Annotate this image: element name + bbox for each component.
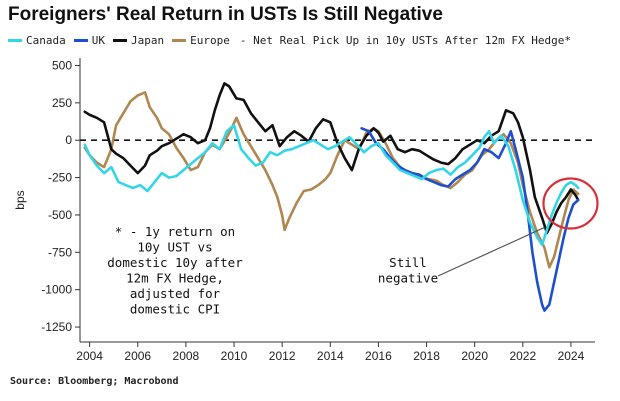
legend-item-canada: Canada [8, 34, 66, 47]
callout-line: Still [389, 255, 427, 270]
source-note: Source: Bloomberg; Macrobond [10, 376, 179, 387]
legend-label-uk: UK [91, 33, 105, 47]
legend-item-uk: UK [73, 33, 105, 47]
callout-line: negative [378, 271, 438, 286]
legend-note: - Net Real Pick Up in 10y USTs After 12m… [239, 33, 572, 47]
series-line-uk [360, 127, 580, 312]
x-tick-label: 2024 [558, 349, 585, 363]
series-line-canada [83, 124, 580, 247]
legend-swatch-japan [113, 38, 127, 42]
highlight-ellipse [542, 177, 599, 230]
footnote-line: domestic CPI [130, 302, 220, 317]
y-tick-label: 0 [65, 133, 72, 147]
legend-swatch-europe [172, 38, 187, 42]
callout-pointer [437, 226, 545, 277]
chart-area: 500 250 0 -250 -500 -750 -1000 -1250 2004 2006 200… [13, 58, 599, 363]
y-tick-label: -750 [48, 245, 72, 259]
legend-swatch-canada [8, 38, 22, 42]
legend-label-europe: Europe [190, 33, 230, 47]
y-tick-label: -250 [48, 171, 72, 185]
x-tick-label: 2022 [509, 349, 536, 363]
chart-title: Foreigners' Real Return in USTs Is Still… [8, 4, 443, 25]
legend-swatch-uk [73, 38, 88, 42]
footnote-line: * - 1y return on [115, 224, 235, 239]
series-line-japan [83, 82, 580, 235]
y-tick-label: -500 [48, 208, 72, 222]
chart-legend: Canada UK Japan Europe - Net Real Pick U… [8, 32, 571, 48]
x-tick-label: 2010 [221, 349, 248, 363]
footnote-line: adjusted for [130, 286, 221, 301]
legend-label-japan: Japan [131, 33, 165, 47]
y-tick-label: 500 [52, 58, 72, 72]
x-tick-label: 2004 [76, 349, 103, 363]
legend-label-canada: Canada [26, 33, 66, 47]
legend-item-japan: Japan [113, 34, 164, 47]
y-tick-label: 250 [52, 96, 72, 110]
footnote-line: 10y UST vs [137, 240, 212, 255]
x-tick-label: 2018 [413, 349, 440, 363]
x-tick-label: 2014 [317, 349, 344, 363]
x-tick-label: 2012 [269, 349, 296, 363]
series-line-europe [83, 91, 580, 269]
x-tick-label: 2020 [461, 349, 488, 363]
x-tick-label: 2016 [365, 349, 392, 363]
legend-item-europe: Europe [172, 34, 230, 47]
footnote-line: domestic 10y after [107, 255, 243, 270]
x-tick-label: 2008 [173, 349, 200, 363]
y-axis-label: bps [13, 190, 27, 209]
y-tick-label: -1250 [41, 320, 72, 334]
x-tick-label: 2006 [124, 349, 151, 363]
y-tick-label: -1000 [41, 283, 72, 297]
footnote-line: 12m FX Hedge, [126, 271, 224, 286]
